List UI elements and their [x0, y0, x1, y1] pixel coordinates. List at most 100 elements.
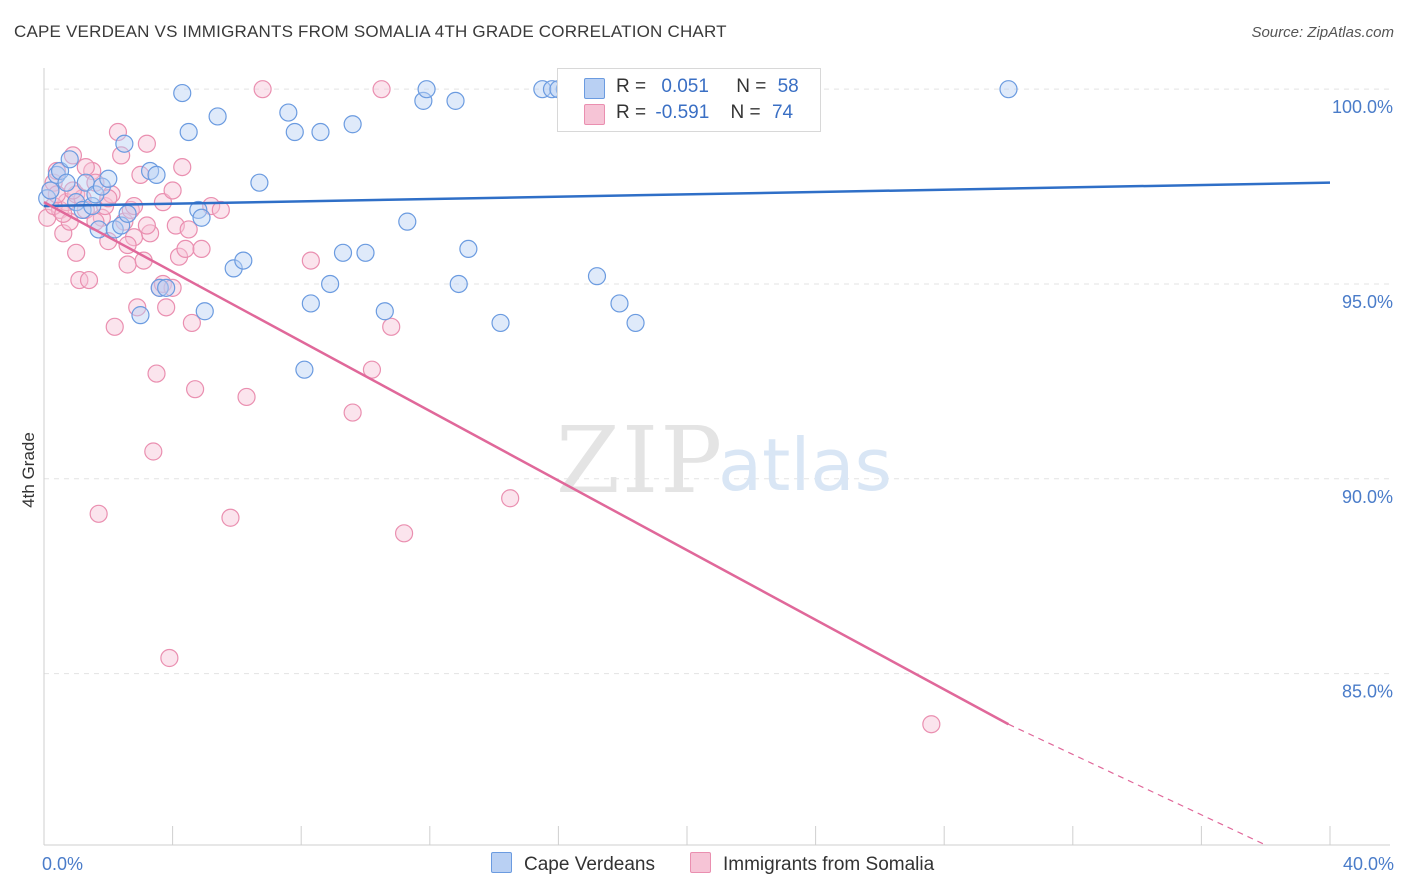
somalia-point [70, 270, 89, 290]
somalia-point [173, 157, 192, 177]
bottom-legend-swatch-pink [690, 852, 711, 873]
y-tick-label: 90.0% [1342, 487, 1393, 507]
legend-r-label-blue: R = [616, 76, 647, 97]
cape-verdean-point [414, 91, 433, 110]
somalia-point [253, 80, 272, 99]
somalia-point [372, 80, 391, 99]
bottom-legend-blue: Cape Verdeans [491, 852, 655, 876]
legend-n-label-blue: N = [736, 76, 767, 97]
cape-verdean-point [311, 122, 330, 142]
legend-swatch-pink [584, 104, 605, 125]
somalia-point [160, 648, 179, 668]
cape-verdean-point [224, 259, 243, 278]
somalia-point [112, 146, 131, 165]
cape-verdean-point [150, 278, 169, 297]
y-tick-label: 85.0% [1342, 682, 1393, 702]
bottom-legend-label-pink: Immigrants from Somalia [723, 854, 935, 875]
somalia-point [163, 278, 182, 297]
somalia-point [176, 239, 195, 259]
somalia-point [89, 504, 108, 523]
legend-n-label-pink: N = [730, 102, 761, 123]
cape-verdean-point [115, 134, 134, 153]
cape-verdean-point [375, 302, 394, 321]
cape-verdean-point [157, 278, 176, 297]
cape-verdean-point [50, 161, 70, 181]
somalia-point [163, 181, 182, 200]
watermark-zip: ZIP [556, 407, 724, 514]
x-tick-label: 0.0% [42, 854, 83, 874]
legend-n-value-blue: 58 [777, 76, 799, 97]
cape-verdean-point [279, 103, 298, 122]
cape-verdean-point [321, 274, 340, 294]
legend-swatch-blue [584, 78, 605, 99]
somalia-point [343, 403, 362, 422]
somalia-point [157, 298, 176, 317]
somalia-point [108, 122, 128, 142]
cape-verdean-point [118, 204, 137, 223]
cape-verdean-point [417, 80, 436, 99]
trend-line-somalia-extension [1008, 723, 1266, 846]
cape-verdean-point [173, 83, 192, 103]
axes [43, 68, 1390, 846]
cape-verdean-point [491, 313, 510, 333]
legend-r-value-blue: 0.051 [661, 76, 709, 97]
cape-verdean-point [131, 306, 150, 325]
somalia-point [182, 313, 201, 333]
cape-verdean-point [587, 267, 607, 286]
series-cape-verdean-points [38, 80, 1018, 379]
gridlines [44, 88, 1390, 675]
stats-legend: R = 0.051 N = 58 R = -0.591 N = 74 [557, 68, 821, 132]
chart-title: CAPE VERDEAN VS IMMIGRANTS FROM SOMALIA … [14, 22, 727, 41]
cape-verdean-point [99, 169, 118, 188]
somalia-point [501, 489, 520, 508]
cape-verdean-point [234, 251, 253, 270]
somalia-point [179, 220, 198, 239]
somalia-point [362, 360, 382, 379]
cape-verdean-point [112, 216, 131, 235]
watermark-atlas: atlas [718, 423, 892, 507]
somalia-point [144, 442, 163, 461]
cape-verdean-point [999, 80, 1018, 99]
somalia-point [137, 134, 156, 153]
source-label: Source: ZipAtlas.com [1251, 24, 1394, 41]
cape-verdean-point [459, 239, 478, 259]
somalia-point [118, 255, 137, 274]
cape-verdean-point [285, 122, 304, 142]
somalia-point [382, 317, 401, 336]
somalia-point [105, 317, 124, 336]
somalia-point [131, 165, 150, 184]
cape-verdean-point [57, 173, 76, 192]
trend-line-somalia [43, 201, 1010, 726]
cape-verdean-point [179, 122, 198, 142]
bottom-legend-pink: Immigrants from Somalia [690, 852, 934, 876]
somalia-point [301, 251, 320, 270]
trend-line-cape-verdean [43, 181, 1331, 208]
somalia-point [192, 239, 211, 259]
somalia-point [922, 715, 941, 734]
cape-verdean-point [356, 243, 375, 262]
somalia-point [211, 200, 230, 220]
somalia-point [147, 364, 166, 383]
somalia-point [76, 157, 95, 177]
somalia-point [153, 193, 173, 212]
cape-verdean-point [147, 165, 166, 184]
cape-verdean-point [446, 91, 465, 110]
somalia-point [221, 508, 240, 527]
somalia-point [137, 216, 156, 235]
legend-r-value-pink: -0.591 [655, 102, 710, 123]
x-tick-label: 40.0% [1343, 854, 1394, 874]
tick-labels: 100.0% 95.0% 90.0% 85.0% 0.0% 40.0% [42, 97, 1394, 874]
somalia-point [186, 380, 205, 399]
cape-verdean-point [41, 181, 60, 200]
cape-verdean-point [192, 208, 211, 227]
series-somalia-points [38, 80, 941, 734]
cape-verdean-point [610, 294, 629, 313]
cape-verdean-point [398, 212, 417, 231]
legend-n-value-pink: 74 [771, 102, 794, 123]
bottom-legend-swatch-blue [491, 852, 512, 873]
y-tick-label: 100.0% [1332, 97, 1393, 117]
cape-verdean-point [626, 313, 645, 333]
somalia-point [79, 270, 99, 290]
cape-verdean-point [449, 274, 468, 294]
